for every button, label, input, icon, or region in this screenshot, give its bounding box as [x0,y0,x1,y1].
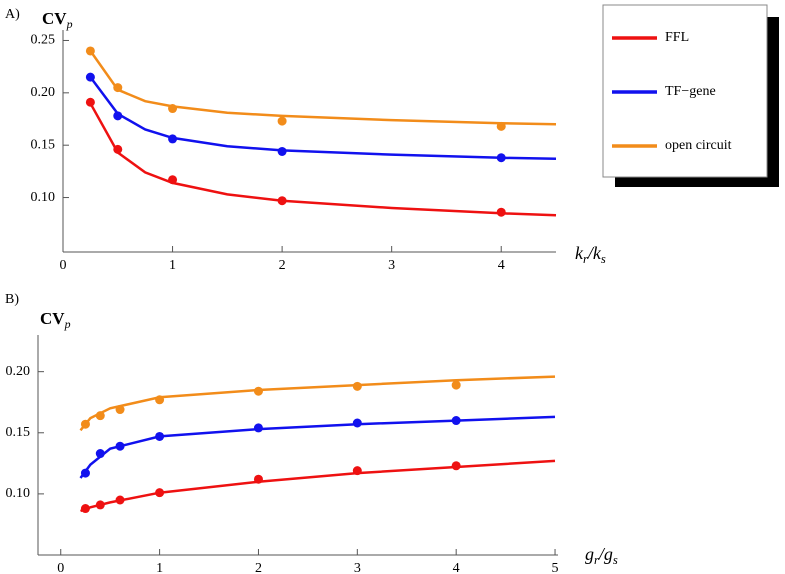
x-axis-label: gr/gs [585,544,618,567]
data-point [168,175,178,185]
x-axis-label-part: s [601,252,606,266]
data-point [113,144,123,154]
data-point [155,431,165,441]
x-tick-label: 5 [552,561,559,574]
x-tick-label: 2 [279,258,286,273]
y-axis-label: CVp [40,309,71,331]
y-tick-label: 0.25 [31,33,56,48]
x-axis-label-part: r [583,252,588,266]
y-tick-label: 0.15 [31,137,56,152]
fit-curve [89,50,557,126]
y-axis-label-part: p [66,17,73,31]
fit-curve [89,76,557,161]
x-tick-label: 0 [57,561,64,574]
data-point [277,116,287,126]
data-point [253,474,263,484]
data-point [168,104,178,114]
data-point [168,134,178,144]
x-axis-label-part: r [594,553,599,567]
panel-label: B) [5,292,19,307]
data-point [115,441,125,451]
legend-label: TF−gene [665,84,716,99]
y-axis-label-part: p [64,317,71,331]
data-point [352,466,362,476]
data-point [451,416,461,426]
y-axis-label-part: CV [40,309,65,328]
data-point [85,97,95,107]
data-point [115,405,125,415]
x-tick-label: 1 [156,561,163,574]
data-point [352,381,362,391]
legend-label: open circuit [665,138,732,153]
data-point [95,449,105,459]
legend-label: FFL [665,30,689,45]
data-point [80,504,90,514]
data-point [113,111,123,121]
x-tick-label: 0 [60,258,67,273]
data-point [85,46,95,56]
x-axis-label-part: /k [587,243,602,263]
data-point [113,83,123,93]
y-axis-label: CVp [42,9,73,31]
x-tick-label: 3 [354,561,361,574]
x-axis-label-part: g [585,544,594,564]
x-tick-label: 1 [169,258,176,273]
data-point [451,461,461,471]
y-tick-label: 0.10 [6,486,31,501]
y-tick-label: 0.20 [6,364,31,379]
panel-label: A) [5,7,20,22]
fit-curve [89,102,557,217]
x-tick-label: 3 [388,258,395,273]
x-tick-label: 2 [255,561,262,574]
data-point [277,146,287,156]
x-axis-label: kr/ks [575,243,606,266]
data-point [85,72,95,82]
y-tick-label: 0.20 [31,85,56,100]
data-point [80,468,90,478]
data-point [352,418,362,428]
data-point [253,386,263,396]
fit-curve [79,415,556,479]
data-point [155,488,165,498]
x-axis-label-part: k [575,243,584,263]
data-point [496,121,506,131]
data-point [95,411,105,421]
y-axis-label-part: CV [42,9,67,28]
fit-curve [79,375,556,432]
data-point [496,207,506,217]
data-point [155,395,165,405]
x-axis-label-part: /g [598,544,613,564]
data-point [115,495,125,505]
data-point [95,500,105,510]
x-tick-label: 4 [498,258,505,273]
x-tick-label: 4 [453,561,460,574]
data-point [80,419,90,429]
x-axis-label-part: s [613,553,618,567]
data-point [451,380,461,390]
data-point [277,196,287,206]
data-point [496,153,506,163]
fit-curve [80,459,556,513]
data-point [253,423,263,433]
y-tick-label: 0.10 [31,190,56,205]
y-tick-label: 0.15 [6,425,31,440]
